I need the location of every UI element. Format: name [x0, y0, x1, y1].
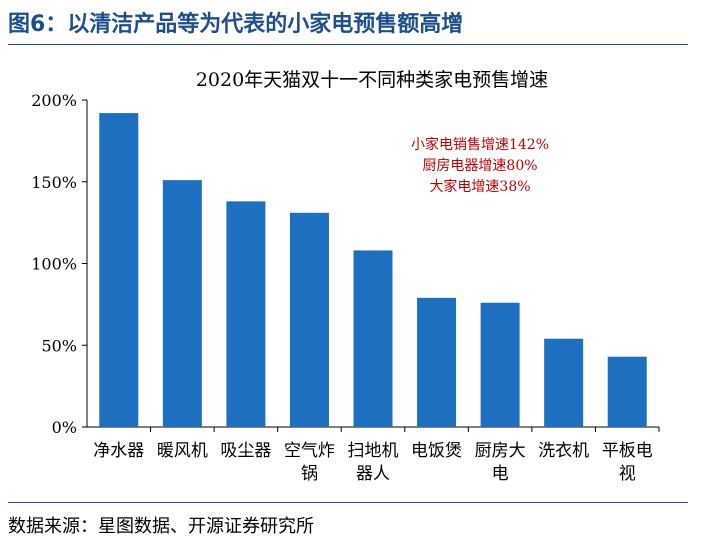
bar	[607, 356, 647, 427]
annotation-text: 厨房电器增速80%	[422, 158, 537, 174]
bar	[353, 250, 393, 427]
source-note: 数据来源：星图数据、开源证券研究所	[8, 516, 314, 537]
annotation-text: 大家电增速38%	[429, 178, 530, 195]
x-tick-label: 厨房大电	[475, 441, 526, 484]
bar	[162, 180, 202, 427]
y-tick-label: 150%	[31, 173, 77, 192]
x-tick-label: 空气炸锅	[284, 441, 335, 484]
x-tick-label: 扫地机器人	[348, 441, 399, 484]
bottom-rule	[8, 502, 688, 503]
bar	[289, 212, 329, 427]
bar	[99, 113, 139, 427]
bar	[417, 297, 457, 427]
chart-title: 2020年天猫双十一不同种类家电预售增速	[196, 69, 548, 91]
x-tick-label: 净水器	[93, 441, 144, 461]
bar	[480, 302, 520, 427]
x-tick-label: 电饭煲	[411, 441, 462, 461]
y-tick-label: 100%	[31, 255, 77, 274]
figure-title: 图6：以清洁产品等为代表的小家电预售额高增	[8, 12, 464, 37]
top-rule	[8, 44, 688, 45]
x-tick-label: 平板电视	[602, 441, 653, 484]
y-tick-label: 0%	[52, 418, 77, 437]
x-tick-label: 暖风机	[157, 441, 208, 461]
y-tick-label: 200%	[31, 91, 77, 110]
x-tick-label: 洗衣机	[538, 441, 589, 461]
annotation-text: 小家电销售增速142%	[411, 136, 549, 153]
y-tick-label: 50%	[41, 336, 77, 355]
bar	[544, 338, 584, 427]
bar	[226, 201, 266, 427]
x-tick-label: 吸尘器	[220, 441, 271, 461]
